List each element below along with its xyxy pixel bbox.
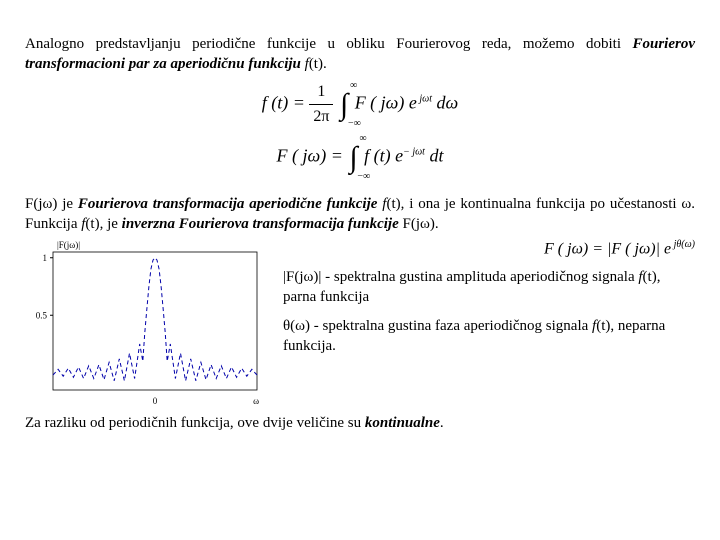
mag-exp: jθ(ω) [671, 239, 695, 250]
mid-g: inverzna Fourierova transformacija funkc… [122, 216, 399, 232]
integral-icon: ∫−∞∞ [340, 82, 348, 127]
Fjw: F ( jω) [355, 93, 405, 113]
mid-b: Fourierova transformacija aperiodične fu… [78, 196, 378, 212]
int-lo-2: −∞ [357, 169, 370, 184]
n1a: |F(jω)| - spektralna gustina amplituda a… [283, 269, 638, 285]
svg-text:|F(jω)|: |F(jω)| [57, 240, 80, 250]
integral-icon-2: ∫−∞∞ [349, 135, 357, 180]
right-column: F ( jω) = |F ( jω)| e jθ(ω) |F(jω)| - sp… [283, 238, 695, 366]
exp2: − jωt [403, 147, 425, 158]
frac-1-2pi: 12π [309, 80, 333, 129]
frac-den: 2π [309, 105, 333, 129]
intro-text-d: (t). [309, 56, 327, 72]
foot-a: Za razliku od periodičnih funkcija, ove … [25, 415, 365, 431]
mag-lhs: F ( jω) = |F ( jω)| e [544, 240, 671, 257]
foot-b: kontinualne [365, 415, 440, 431]
dt: dt [429, 146, 443, 166]
foot-c: . [440, 415, 444, 431]
ft: f (t) [364, 146, 391, 166]
ft-lhs: f (t) = [262, 93, 310, 113]
intro-paragraph: Analogno predstavljanju periodične funkc… [25, 35, 695, 74]
mid-f: (t), je [85, 216, 121, 232]
note-1: |F(jω)| - spektralna gustina amplituda a… [283, 268, 695, 307]
svg-text:0.5: 0.5 [36, 310, 48, 320]
svg-text:0: 0 [153, 396, 158, 406]
sinc-chart: |F(jω)| 1 0.5 0 ω [25, 238, 265, 408]
int-hi: ∞ [350, 78, 357, 93]
dw: dω [437, 93, 459, 113]
Fjw-lhs: F ( jω) = [277, 146, 348, 166]
int-lo: −∞ [348, 116, 361, 131]
exp1: jωt [417, 94, 432, 105]
note-2: θ(ω) - spektralna gustina faza aperiodič… [283, 317, 695, 356]
formula-f-t: f (t) = 12π ∫−∞∞ F ( jω) e jωt dω [25, 80, 695, 129]
intro-text-a: Analogno predstavljanju periodične funkc… [25, 36, 632, 52]
frac-num: 1 [309, 80, 333, 105]
mid-h: F(jω). [399, 216, 439, 232]
int-hi-2: ∞ [359, 131, 366, 146]
e1: e [409, 93, 417, 113]
footer-paragraph: Za razliku od periodičnih funkcija, ove … [25, 414, 695, 434]
chart-container: |F(jω)| 1 0.5 0 ω [25, 238, 265, 408]
svg-text:1: 1 [43, 253, 48, 263]
mid-paragraph: F(jω) je Fourierova transformacija aperi… [25, 195, 695, 234]
formula-F-jw: F ( jω) = ∫−∞∞ f (t) e− jωt dt [25, 135, 695, 180]
magnitude-formula: F ( jω) = |F ( jω)| e jθ(ω) [283, 238, 695, 260]
intro-text-c: f [301, 56, 309, 72]
n2a: θ(ω) - spektralna gustina faza aperiodič… [283, 318, 592, 334]
svg-text:ω: ω [253, 396, 259, 406]
e2: e [395, 146, 403, 166]
two-column-row: |F(jω)| 1 0.5 0 ω F ( jω) = |F ( jω)| e jθ(ω… [25, 238, 695, 408]
mid-a: F(jω) je [25, 196, 78, 212]
